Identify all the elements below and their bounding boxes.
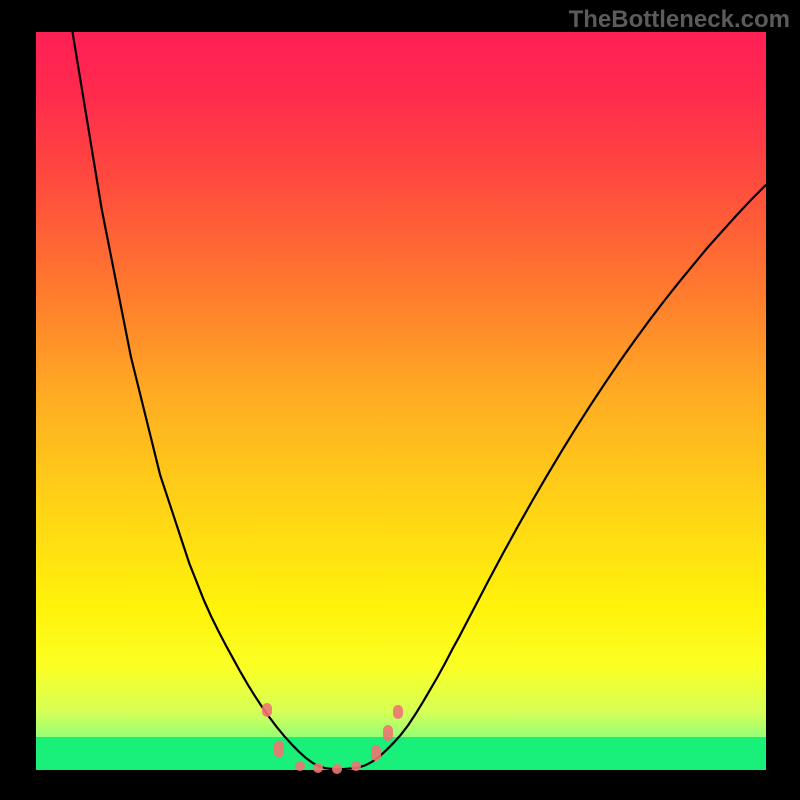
chart-stage: TheBottleneck.com	[0, 0, 800, 800]
data-marker	[393, 705, 403, 719]
data-marker	[371, 745, 381, 761]
data-marker	[262, 703, 272, 717]
watermark-text: TheBottleneck.com	[569, 6, 790, 34]
data-markers-layer	[36, 32, 766, 770]
data-marker	[351, 761, 361, 771]
data-marker	[332, 764, 342, 774]
data-marker	[383, 725, 393, 741]
data-marker	[274, 740, 284, 757]
data-marker	[295, 761, 305, 771]
data-marker	[313, 763, 323, 773]
plot-area	[36, 32, 766, 770]
